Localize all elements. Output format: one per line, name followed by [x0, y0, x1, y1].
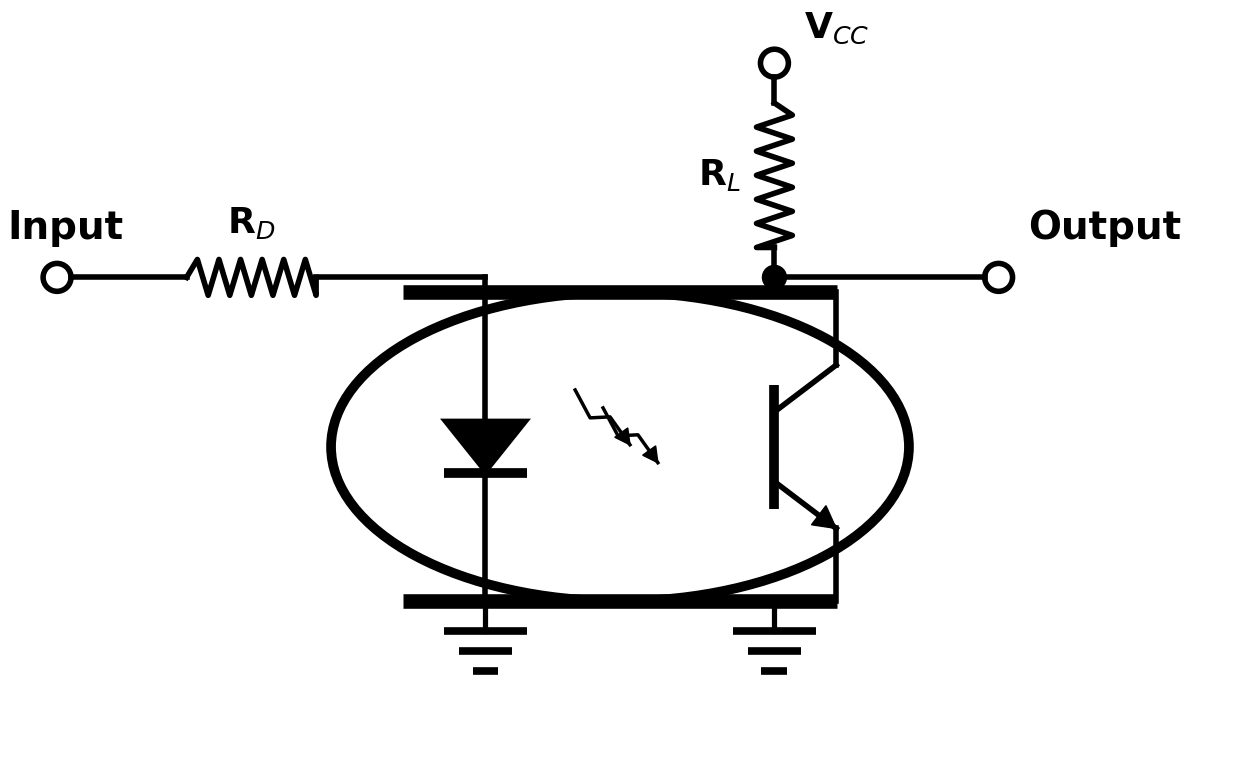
Text: V$_{CC}$: V$_{CC}$: [804, 11, 870, 46]
Ellipse shape: [331, 293, 909, 601]
Text: Output: Output: [1028, 209, 1182, 247]
Polygon shape: [444, 421, 528, 472]
Polygon shape: [643, 446, 658, 463]
Circle shape: [762, 265, 787, 290]
Text: Input: Input: [7, 209, 124, 247]
Text: R$_L$: R$_L$: [699, 157, 741, 194]
Text: R$_D$: R$_D$: [227, 204, 275, 241]
Polygon shape: [615, 428, 629, 445]
Polygon shape: [812, 506, 836, 529]
